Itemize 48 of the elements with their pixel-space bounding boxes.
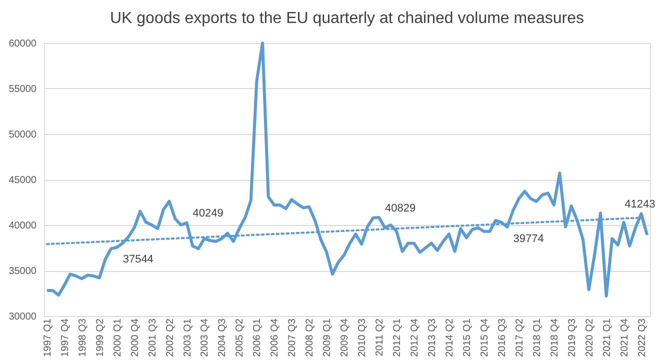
x-tick-label: 2016 Q3 <box>496 318 508 357</box>
x-tick-label: 2009 Q4 <box>340 318 351 357</box>
x-tick-label: 2020 Q2 <box>584 318 596 357</box>
data-label: 41243 <box>624 198 656 211</box>
chart-title: UK goods exports to the EU quarterly at chained volume measures <box>110 10 584 27</box>
x-tick-label: 2021 Q4 <box>619 318 630 357</box>
x-tick-label: 2006 Q1 <box>252 318 264 357</box>
x-tick-label: 1997 Q1 <box>42 318 54 357</box>
y-tick-label: 55000 <box>8 84 37 95</box>
x-tick-label: 2007 Q3 <box>287 318 298 357</box>
x-tick-label: 2002 Q2 <box>164 318 176 357</box>
data-label: 39774 <box>513 233 544 246</box>
data-label: 40829 <box>385 202 416 214</box>
x-tick-label: 2004 Q3 <box>217 318 228 357</box>
y-tick-label: 35000 <box>8 266 37 277</box>
x-tick-label: 2021 Q1 <box>602 318 613 357</box>
x-tick-label: 1998 Q3 <box>77 318 88 357</box>
x-tick-label: 2014 Q2 <box>444 318 456 357</box>
x-tick-label: 2022 Q3 <box>636 318 648 357</box>
x-tick-label: 2009 Q1 <box>322 318 334 357</box>
x-tick-label: 2011 Q2 <box>374 318 386 356</box>
x-tick-label: 2019 Q3 <box>566 318 578 357</box>
x-tick-label: 2013 Q3 <box>426 318 438 357</box>
x-tick-label: 2012 Q4 <box>410 318 421 357</box>
x-tick-label: 2018 Q1 <box>532 318 543 357</box>
x-tick-label: 1997 Q4 <box>60 318 71 357</box>
y-tick-label: 60000 <box>8 38 37 50</box>
x-tick-label: 2018 Q4 <box>549 318 560 357</box>
data-label: 40249 <box>192 208 224 220</box>
x-tick-label: 2001 Q3 <box>147 318 158 357</box>
x-tick-label: 2005 Q2 <box>234 318 246 357</box>
y-tick-label: 40000 <box>8 220 37 232</box>
x-tick-label: 2017 Q2 <box>514 318 526 357</box>
x-tick-label: 2015 Q4 <box>479 318 490 357</box>
x-tick-label: 1999 Q2 <box>94 318 106 357</box>
x-tick-label: 2003 Q1 <box>182 318 194 357</box>
x-tick-label: 2003 Q4 <box>200 318 211 357</box>
y-tick-label: 30000 <box>8 312 37 322</box>
x-tick-label: 2006 Q4 <box>270 318 281 357</box>
x-tick-label: 2000 Q1 <box>112 318 124 357</box>
x-tick-label: 2008 Q2 <box>304 318 316 357</box>
y-tick-label: 50000 <box>8 130 37 140</box>
x-tick-label: 2015 Q1 <box>462 318 473 357</box>
x-tick-label: 2000 Q4 <box>130 318 141 357</box>
data-label: 37544 <box>122 253 154 266</box>
x-tick-label: 2010 Q3 <box>357 318 368 357</box>
x-tick-label: 2012 Q1 <box>392 318 404 357</box>
y-tick-label: 45000 <box>8 175 37 186</box>
